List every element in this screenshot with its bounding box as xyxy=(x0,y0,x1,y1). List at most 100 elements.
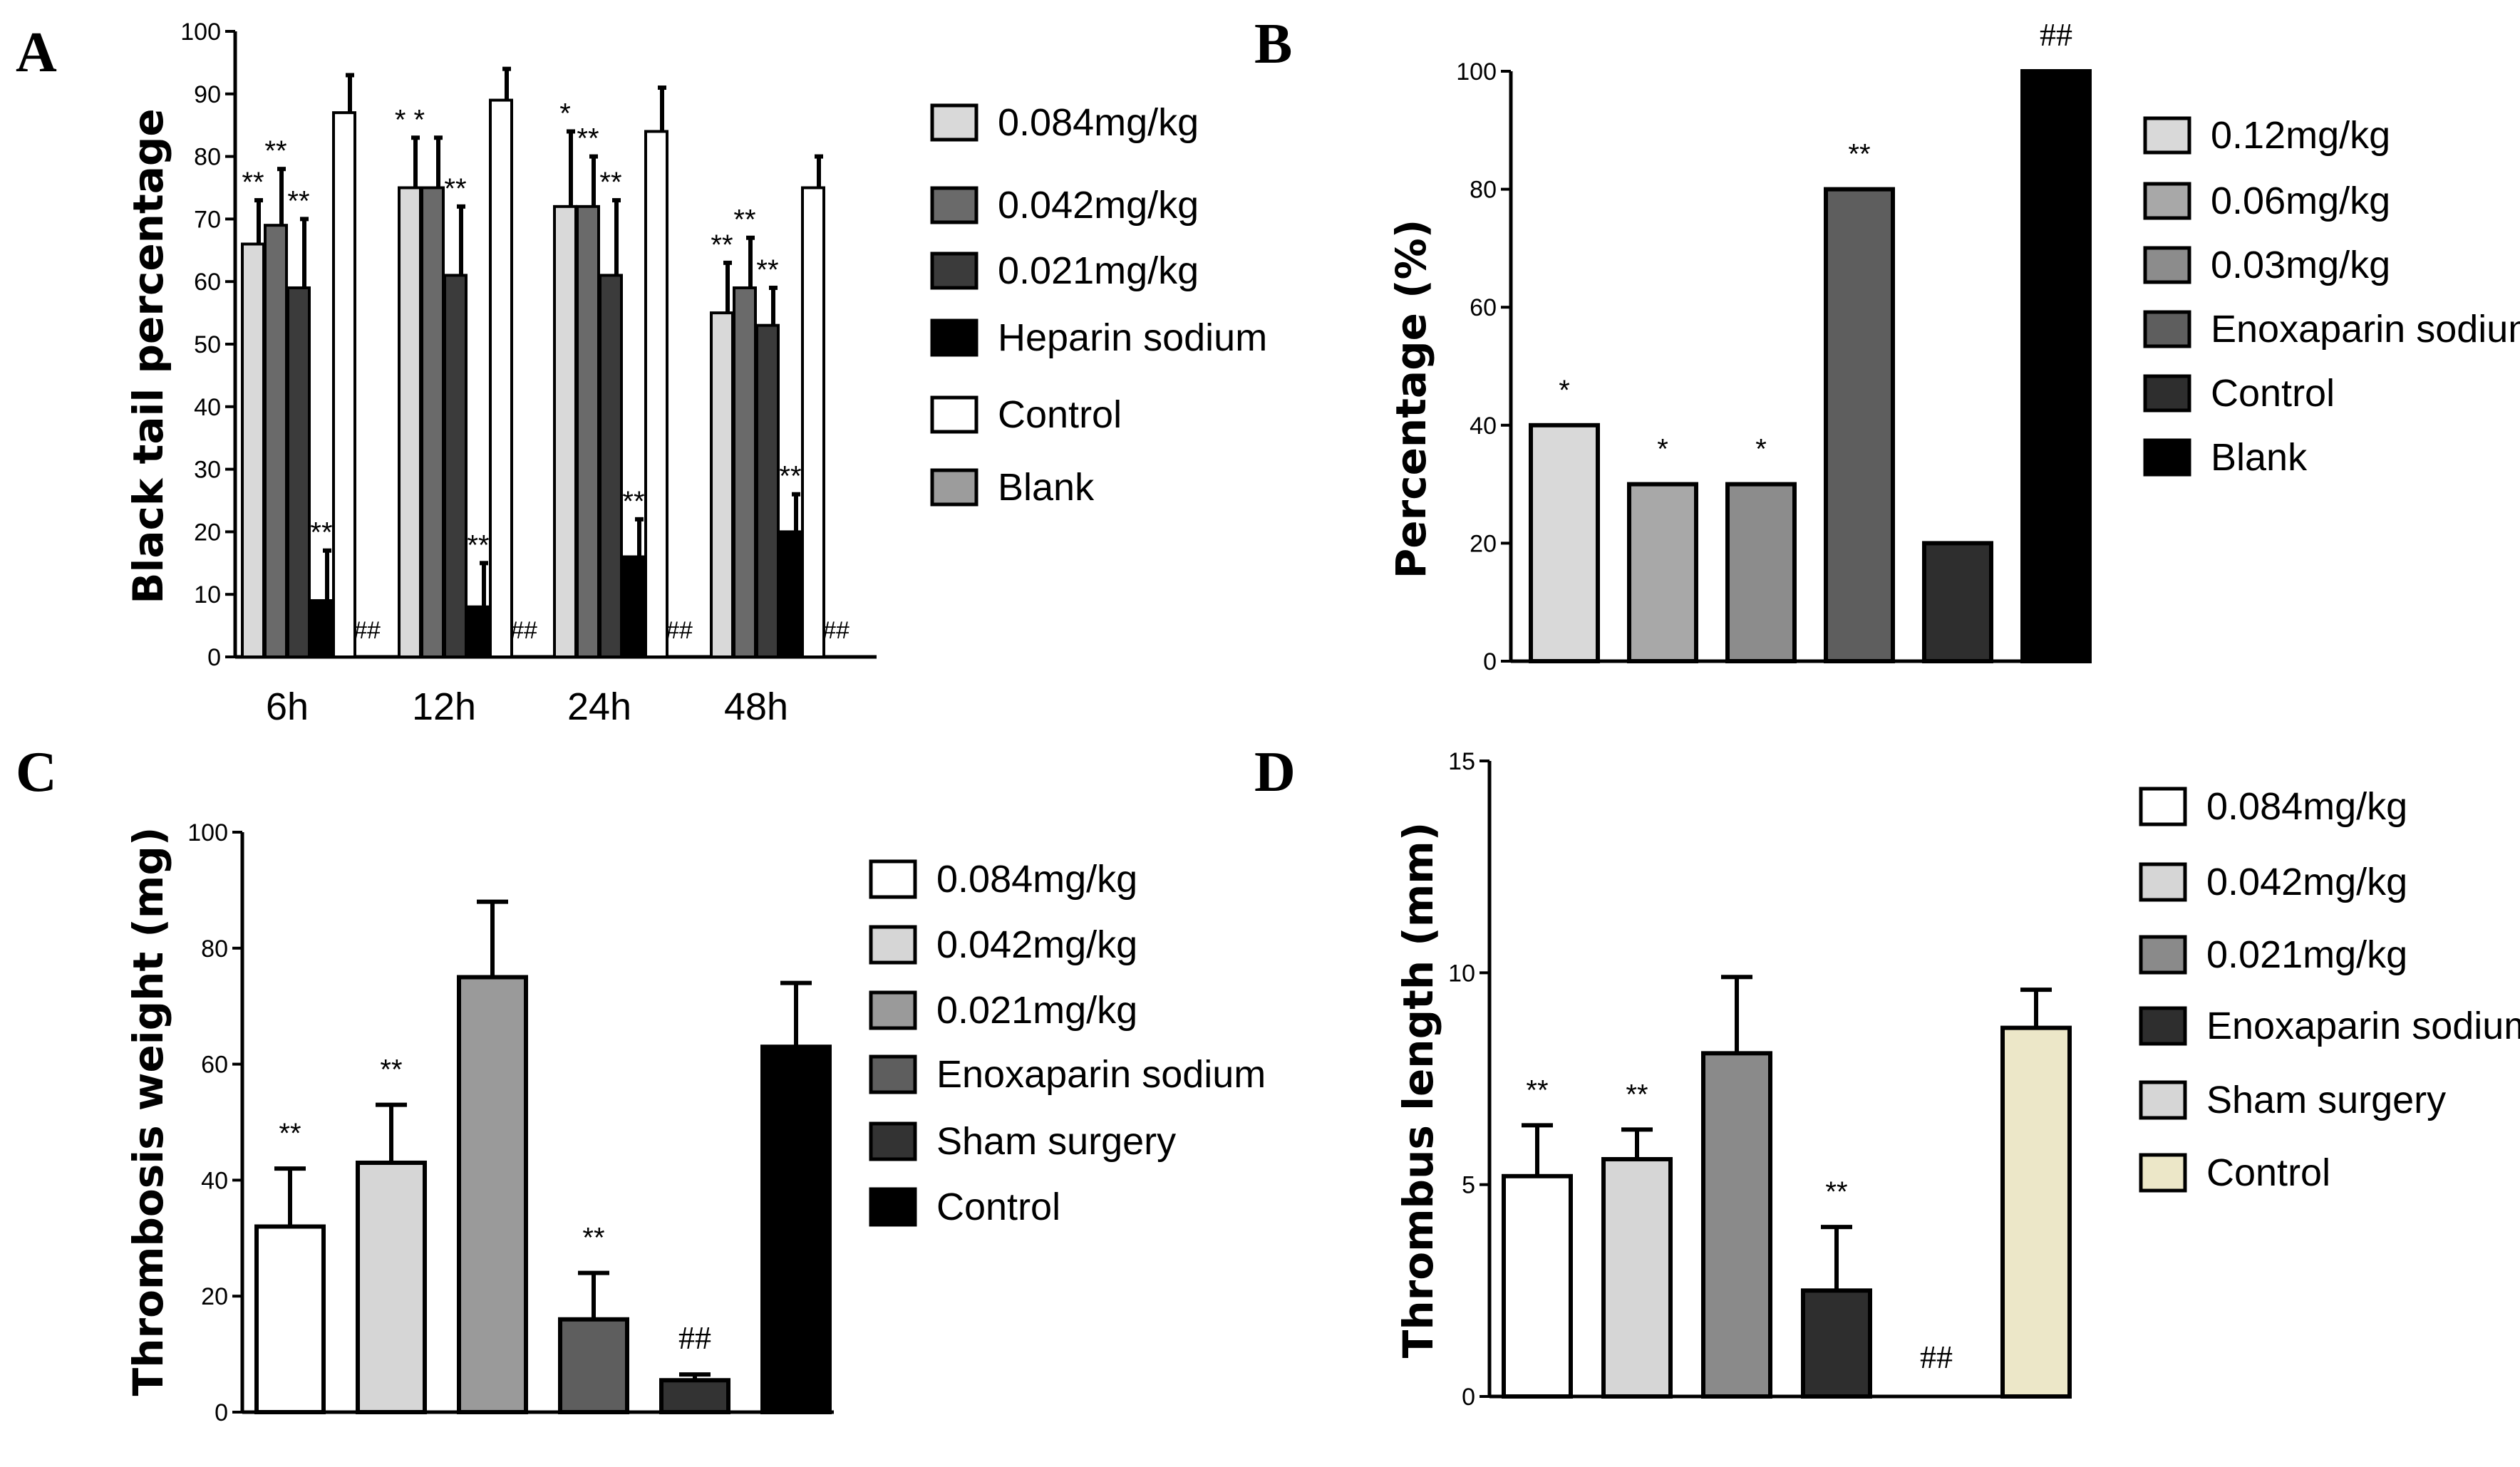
significance-mark: ## xyxy=(510,617,537,644)
panel-a-legend: 0.084mg/kg 0.042mg/kg 0.021mg/kg Heparin so… xyxy=(930,101,1267,509)
bar xyxy=(733,286,757,659)
bar xyxy=(659,1378,730,1414)
significance-mark: ** xyxy=(733,204,755,236)
significance-mark: ** xyxy=(622,486,644,517)
y-tick-label: 50 xyxy=(194,331,221,358)
legend-swatch xyxy=(869,859,917,899)
bar xyxy=(2020,69,2092,663)
y-tick-label: 20 xyxy=(201,1283,228,1310)
y-tick-label: 60 xyxy=(194,269,221,296)
significance-mark: ** xyxy=(242,167,264,198)
significance-mark: ** xyxy=(310,517,332,549)
y-tick-label: 20 xyxy=(194,519,221,546)
panel-c-bars: ** ** ** ## xyxy=(254,899,832,1415)
legend-swatch xyxy=(869,925,917,965)
bar xyxy=(644,130,668,659)
significance-mark: ** xyxy=(264,135,286,167)
legend-label: Blank xyxy=(998,466,1095,509)
bar xyxy=(466,605,490,659)
legend-swatch xyxy=(2139,1006,2187,1046)
panel-d-y-label: Thrombus length (mm) xyxy=(1394,822,1442,1358)
y-tick-label: 15 xyxy=(1448,748,1475,775)
panel-a-y-label: Black tail percentage xyxy=(124,108,172,603)
bar xyxy=(356,1160,427,1414)
legend-label: 0.021mg/kg xyxy=(998,249,1199,292)
legend-label: 0.042mg/kg xyxy=(998,184,1199,227)
significance-mark: ** xyxy=(599,167,621,198)
y-tick-label: 80 xyxy=(201,935,228,963)
bar xyxy=(1627,482,1698,663)
bar xyxy=(1801,1288,1872,1399)
legend-swatch xyxy=(930,468,978,507)
panel-d: D 0 5 10 15 ** ** ** ## Thrombus length (mm) 0… xyxy=(1254,741,2520,1411)
legend-label: 0.021mg/kg xyxy=(2206,933,2407,976)
y-tick-label: 40 xyxy=(1470,413,1497,440)
bar xyxy=(254,1224,326,1415)
legend-swatch xyxy=(2143,438,2191,477)
panel-c-y-label: Thrombosis weight (mg) xyxy=(124,827,172,1396)
bar xyxy=(778,530,802,659)
legend-swatch xyxy=(2139,787,2187,826)
bar xyxy=(1701,1051,1772,1399)
y-tick-label: 60 xyxy=(201,1052,228,1079)
legend-swatch xyxy=(2143,182,2191,220)
significance-mark: ** xyxy=(711,229,733,261)
y-tick-label: 0 xyxy=(215,1399,228,1426)
y-tick-label: 10 xyxy=(1448,960,1475,987)
legend-swatch xyxy=(930,103,978,142)
panel-b-bars: ** ***## xyxy=(1529,16,2092,664)
bar xyxy=(309,598,334,658)
bar xyxy=(1601,1156,1673,1399)
significance-mark: ** xyxy=(444,173,466,204)
y-tick-label: 0 xyxy=(1483,648,1497,675)
category-label: 24h xyxy=(567,685,631,728)
legend-label: 0.042mg/kg xyxy=(936,923,1137,966)
bar xyxy=(801,186,825,658)
bar xyxy=(1502,1173,1573,1399)
legend-label: Blank xyxy=(2211,436,2308,479)
legend-swatch xyxy=(2143,310,2191,348)
panel-b-legend: 0.12mg/kg 0.06mg/kg 0.03mg/kg Enoxaparin so… xyxy=(2143,114,2520,479)
significance-mark: ## xyxy=(1920,1339,1953,1375)
significance-mark: * xyxy=(559,98,571,129)
y-tick-label: 100 xyxy=(1456,58,1497,85)
legend-label: Control xyxy=(998,393,1122,436)
bar xyxy=(420,186,445,658)
panel-c-legend: 0.084mg/kg 0.042mg/kg 0.021mg/kg Enoxaparin… xyxy=(869,858,1266,1228)
significance-mark: ** xyxy=(582,1223,604,1254)
legend-label: 0.12mg/kg xyxy=(2211,114,2390,157)
panel-d-letter: D xyxy=(1254,741,1296,804)
significance-mark: ** xyxy=(1626,1079,1648,1110)
panel-d-y-ticks: 0 5 10 15 xyxy=(1448,748,2067,1411)
bar xyxy=(264,224,288,658)
bar xyxy=(457,975,528,1414)
y-tick-label: 100 xyxy=(187,819,228,846)
legend-label: 0.021mg/kg xyxy=(936,989,1137,1032)
significance-mark: * xyxy=(1755,434,1767,465)
y-tick-label: 70 xyxy=(194,206,221,233)
significance-mark: ## xyxy=(2040,16,2072,53)
legend-label: Control xyxy=(2211,372,2335,415)
y-tick-label: 60 xyxy=(1470,294,1497,321)
bar xyxy=(710,311,734,658)
panel-c-y-ticks: 0 20 40 60 80 100 xyxy=(187,819,834,1426)
panel-c-letter: C xyxy=(16,741,57,804)
panel-b-letter: B xyxy=(1254,13,1292,76)
legend-swatch xyxy=(930,395,978,434)
y-tick-label: 10 xyxy=(194,581,221,608)
legend-label: Sham surgery xyxy=(2206,1079,2446,1121)
legend-swatch xyxy=(2139,935,2187,975)
legend-label: Control xyxy=(936,1186,1060,1228)
legend-label: Enoxaparin sodium xyxy=(2211,308,2520,351)
significance-mark: ** xyxy=(380,1054,402,1086)
legend-swatch xyxy=(869,1121,917,1161)
significance-mark: ** xyxy=(779,461,801,492)
panel-d-legend: 0.084mg/kg 0.042mg/kg 0.021mg/kg Enoxaparin… xyxy=(2139,785,2520,1194)
legend-swatch xyxy=(2143,246,2191,284)
y-tick-label: 80 xyxy=(1470,177,1497,204)
bar xyxy=(1529,423,1600,663)
legend-swatch xyxy=(2139,862,2187,902)
significance-mark: ## xyxy=(822,617,850,644)
legend-label: Sham surgery xyxy=(936,1120,1176,1163)
